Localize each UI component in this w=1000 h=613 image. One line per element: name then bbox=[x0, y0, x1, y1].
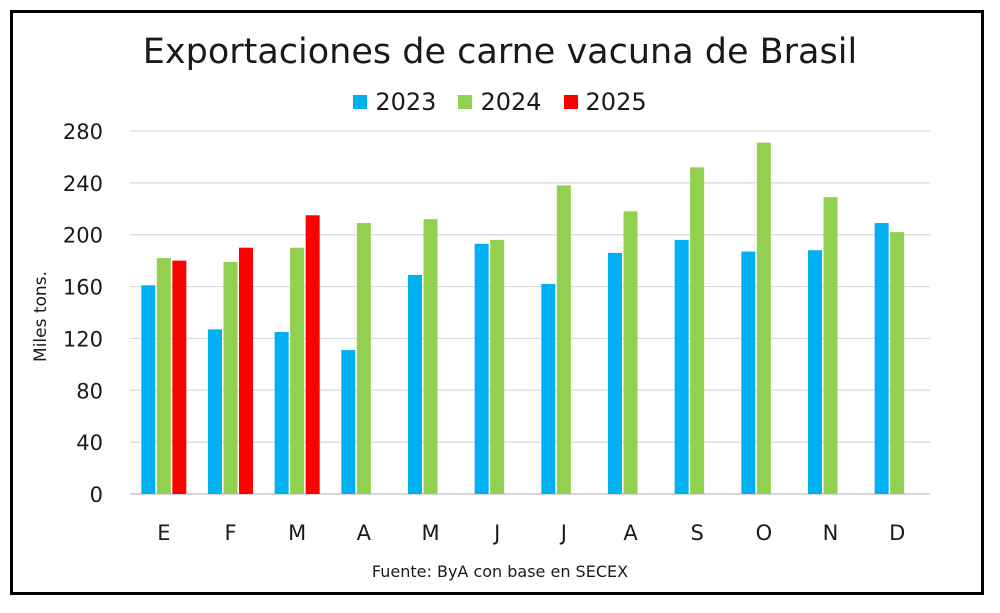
x-tick-label: M bbox=[421, 521, 439, 545]
x-tick-label: E bbox=[157, 521, 170, 545]
bar-2024 bbox=[356, 223, 371, 494]
legend-label-2023: 2023 bbox=[375, 88, 437, 116]
y-tick-label: 0 bbox=[90, 483, 103, 507]
bar-2024 bbox=[690, 167, 705, 495]
bar-2023 bbox=[674, 239, 689, 494]
bar-2025 bbox=[172, 260, 187, 494]
bar-2023 bbox=[274, 331, 289, 494]
legend-item-2023: 2023 bbox=[353, 88, 436, 116]
x-tick-label: J bbox=[559, 521, 567, 545]
bar-2023 bbox=[141, 285, 156, 494]
bar-2024 bbox=[623, 211, 638, 494]
bar-2024 bbox=[290, 247, 305, 494]
x-tick-label: J bbox=[492, 521, 500, 545]
x-tick-label: O bbox=[756, 521, 773, 545]
legend-swatch-2024 bbox=[458, 95, 473, 109]
bar-2023 bbox=[874, 223, 889, 494]
bar-2023 bbox=[741, 251, 756, 494]
x-tick-label: M bbox=[288, 521, 306, 545]
x-tick-label: N bbox=[823, 521, 839, 545]
bar-2024 bbox=[156, 258, 171, 494]
bar-2025 bbox=[305, 215, 320, 494]
bar-2024 bbox=[423, 219, 438, 494]
chart-title: Exportaciones de carne vacuna de Brasil bbox=[142, 32, 858, 72]
y-tick-label: 280 bbox=[63, 120, 103, 144]
bar-2024 bbox=[756, 142, 771, 495]
y-tick-label: 160 bbox=[63, 276, 103, 300]
x-tick-label: D bbox=[889, 521, 905, 545]
x-tick-label: A bbox=[623, 521, 638, 545]
legend-item-2024: 2024 bbox=[458, 88, 542, 116]
bar-2023 bbox=[208, 329, 222, 494]
bar-2024 bbox=[890, 232, 905, 494]
y-tick-label: 120 bbox=[63, 327, 103, 351]
bar-2024 bbox=[823, 197, 838, 494]
bar-2023 bbox=[608, 252, 622, 494]
source-note: Fuente: ByA con base en SECEX bbox=[371, 562, 629, 581]
bar-2024 bbox=[556, 185, 571, 494]
x-tick-label: A bbox=[357, 521, 372, 545]
y-tick-label: 80 bbox=[76, 379, 103, 403]
x-tick-label: F bbox=[224, 521, 236, 545]
y-tick-label: 40 bbox=[76, 431, 103, 455]
bar-2024 bbox=[490, 239, 505, 494]
bar-2025 bbox=[239, 247, 253, 494]
bar-2023 bbox=[474, 243, 489, 494]
bar-2023 bbox=[341, 350, 356, 494]
legend: 2023 2024 2025 bbox=[0, 88, 1000, 116]
legend-swatch-2025 bbox=[563, 95, 578, 109]
bar-2023 bbox=[808, 250, 822, 494]
legend-label-2024: 2024 bbox=[480, 88, 542, 116]
legend-swatch-2023 bbox=[353, 95, 368, 109]
legend-item-2025: 2025 bbox=[563, 88, 647, 116]
legend-label-2025: 2025 bbox=[585, 88, 647, 116]
x-tick-label: S bbox=[690, 521, 703, 545]
y-tick-label: 200 bbox=[63, 224, 103, 248]
y-tick-label: 240 bbox=[63, 172, 103, 196]
bar-2023 bbox=[408, 274, 422, 494]
bar-2024 bbox=[223, 261, 238, 494]
y-axis-label: Miles tons. bbox=[31, 271, 51, 362]
bar-2023 bbox=[541, 283, 556, 494]
